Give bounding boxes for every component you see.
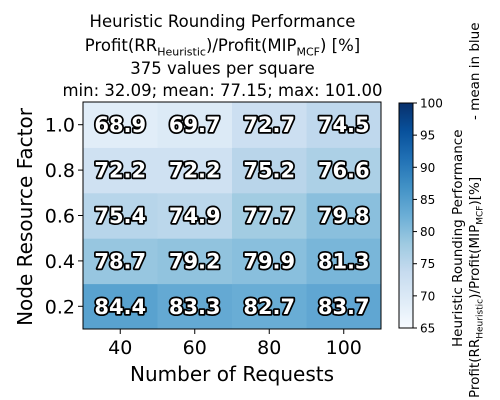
heatmap-cell	[157, 192, 233, 239]
heatmap-cells	[83, 102, 382, 330]
cell-value-label: 77.7	[243, 204, 295, 228]
y-axis-label: Node Resource Factor	[13, 107, 37, 326]
heatmap-cell	[83, 147, 158, 194]
cell-value-label: 76.6	[318, 159, 370, 183]
heatmap-cell-labels: 84.4 83.3 82.7 83.7 78.7 79.2 79.9 81.3 75.4 74.9…	[93, 111, 372, 320]
cell-value-label: 81.3	[318, 249, 370, 273]
chart-subtitle-count: 375 values per square	[130, 59, 315, 78]
colorbar-tick-label: 80	[420, 225, 435, 239]
heatmap-cell	[306, 147, 382, 194]
cell-value-label: 72.2	[94, 159, 146, 183]
cell-value-label: 72.2	[169, 159, 221, 183]
y-tick-label: 0.4	[45, 251, 75, 273]
heatmap-cell	[306, 192, 382, 239]
colorbar-tick-label: 95	[420, 129, 435, 143]
chart-subtitle-stats: min: 32.09; mean: 77.15; max: 101.00	[62, 81, 383, 100]
colorbar-tick-label: 65	[420, 322, 435, 336]
heatmap-cell	[157, 102, 233, 148]
x-axis-label: Number of Requests	[130, 362, 334, 386]
y-tick-label: 0.6	[45, 206, 75, 228]
y-axis-ticks: 0.2 0.4 0.6 0.8 1.0	[45, 115, 83, 318]
colorbar-tick-label: 85	[420, 193, 435, 207]
heatmap-cell	[83, 192, 158, 239]
cell-value-label: 82.7	[243, 295, 295, 319]
heatmap-cell	[306, 283, 382, 330]
heatmap-cell	[232, 238, 307, 285]
heatmap-cell	[306, 102, 382, 148]
cell-value-label: 83.7	[318, 295, 370, 319]
heatmap-cell	[306, 238, 382, 285]
cell-value-label: 69.7	[169, 113, 221, 137]
cell-value-label: 68.9	[94, 113, 146, 137]
heatmap-cell	[83, 283, 158, 330]
heatmap-cell	[232, 192, 307, 239]
x-tick-label: 100	[326, 337, 362, 359]
x-tick-label: 40	[108, 337, 132, 359]
cell-value-label: 78.7	[94, 249, 146, 273]
cell-value-label: 74.5	[318, 113, 370, 137]
cell-value-label: 79.2	[169, 249, 221, 273]
cell-value-label: 79.9	[243, 249, 295, 273]
heatmap-cell	[232, 283, 307, 330]
colorbar-label-note: - mean in blue	[467, 22, 483, 120]
chart-subtitle-formula: Profit(RRHeuristic)/Profit(MIPMCF) [%]	[84, 36, 361, 59]
y-tick-label: 0.2	[45, 296, 75, 318]
heatmap-cell	[232, 147, 307, 194]
colorbar-tick-label: 100	[420, 97, 443, 111]
y-tick-label: 0.8	[45, 160, 75, 182]
x-axis-ticks: 40 60 80 100	[108, 329, 362, 359]
colorbar-tick-label: 75	[420, 257, 435, 271]
cell-value-label: 75.2	[243, 159, 295, 183]
heatmap-cell	[232, 102, 307, 148]
colorbar	[398, 102, 414, 329]
cell-value-label: 79.8	[318, 204, 370, 228]
y-tick-label: 1.0	[45, 115, 75, 137]
x-tick-label: 60	[183, 337, 207, 359]
chart-title: Heuristic Rounding Performance	[89, 12, 356, 31]
cell-value-label: 75.4	[94, 204, 146, 228]
cell-value-label: 84.4	[94, 295, 146, 319]
colorbar-tick-label: 90	[420, 161, 435, 175]
x-tick-label: 80	[257, 337, 281, 359]
cell-value-label: 72.7	[243, 113, 295, 137]
cell-value-label: 83.3	[169, 295, 221, 319]
heatmap-cell	[157, 147, 233, 194]
heatmap-cell	[157, 238, 233, 285]
heatmap-cell	[157, 283, 233, 330]
heatmap-cell	[83, 238, 158, 285]
colorbar-tick-label: 70	[420, 289, 435, 303]
colorbar-label-title: Heuristic Rounding Performance	[450, 129, 466, 347]
cell-value-label: 74.9	[169, 204, 221, 228]
colorbar-ticks: 65 70 75 80 85 90 95 100	[413, 97, 443, 336]
heatmap-cell	[83, 102, 158, 148]
colorbar-label-formula: Profit(RRHeuristic)/Profit(MIPMCF)[%]	[467, 176, 486, 398]
